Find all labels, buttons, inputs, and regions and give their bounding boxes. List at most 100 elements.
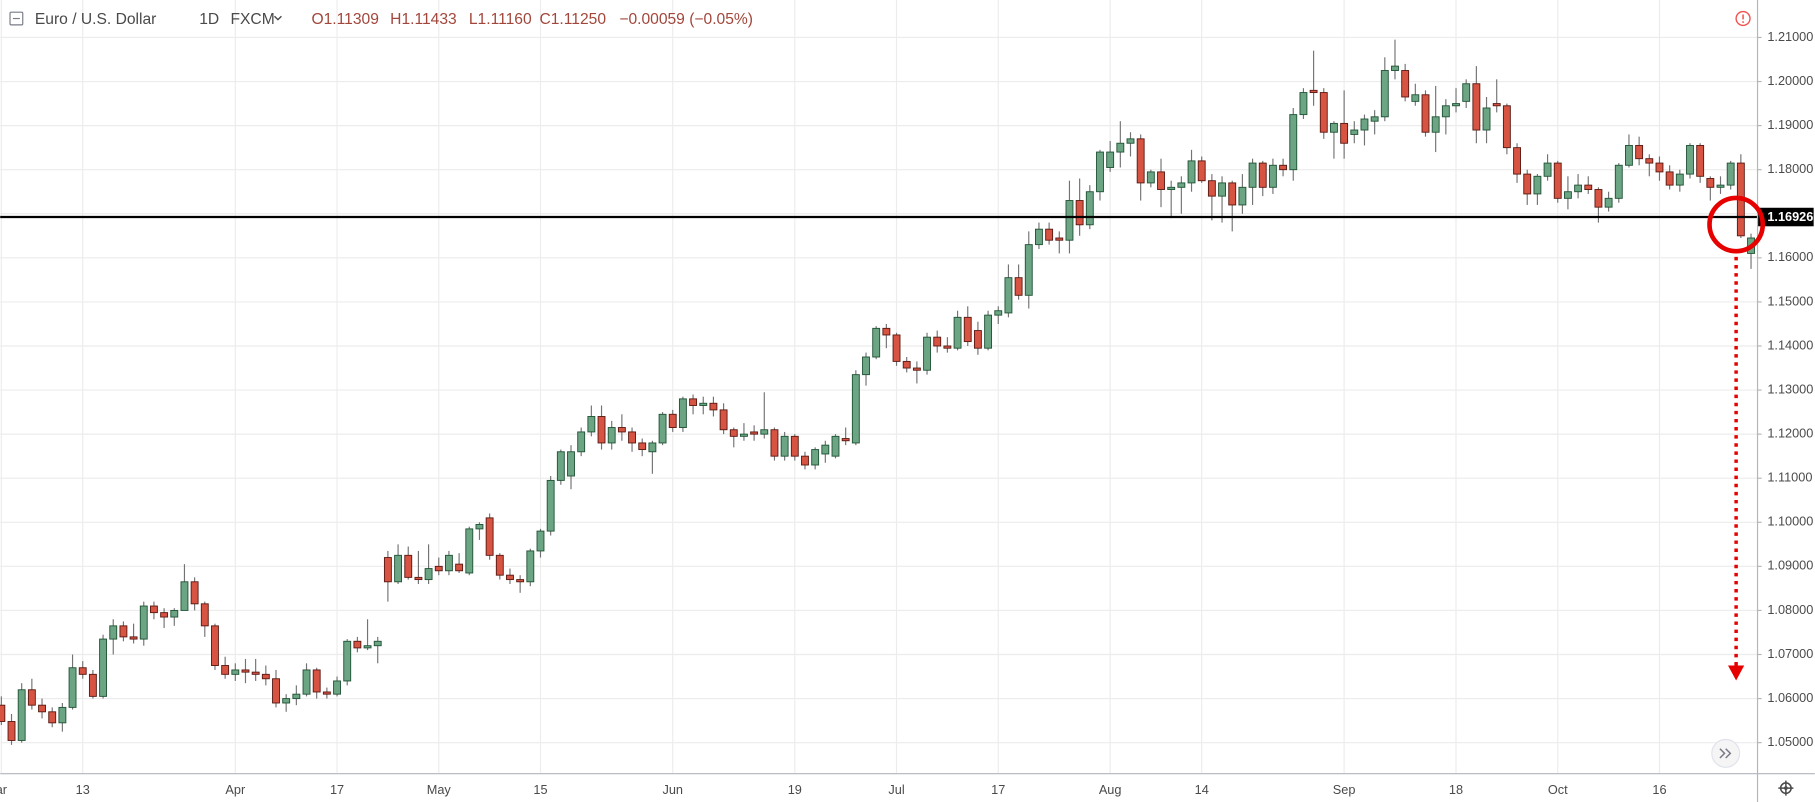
- alert-icon-dot: [1742, 21, 1744, 23]
- low-value: L1.11160: [469, 11, 532, 28]
- y-tick-label: 1.09000: [1767, 558, 1813, 573]
- candle-body: [1289, 114, 1298, 171]
- candle-body: [1167, 186, 1176, 190]
- candle-body: [394, 554, 403, 583]
- close-value: C1.11250: [539, 11, 606, 28]
- candle-body: [383, 557, 392, 583]
- y-tick-label: 1.08000: [1767, 602, 1813, 617]
- x-tick-label: 15: [533, 782, 547, 797]
- candle-body: [1726, 162, 1735, 186]
- scroll-to-end[interactable]: [1711, 738, 1741, 768]
- candle-body: [912, 367, 921, 371]
- source-dropdown[interactable]: [273, 15, 282, 21]
- candle-body: [58, 706, 67, 724]
- y-tick-label: 1.05000: [1767, 734, 1813, 749]
- candle-body: [180, 581, 189, 611]
- candle-body: [160, 612, 169, 618]
- candle-body: [963, 316, 972, 343]
- candle-body: [597, 416, 606, 444]
- candle-body: [17, 689, 26, 741]
- candle-body: [831, 435, 840, 457]
- candle-body: [628, 431, 636, 444]
- candle-body: [1391, 65, 1399, 71]
- candle-body: [424, 568, 433, 581]
- candle-body: [1411, 94, 1420, 102]
- candle-body: [1604, 197, 1613, 208]
- scroll-button[interactable]: [1711, 738, 1741, 768]
- candle-body: [363, 645, 372, 649]
- candle-body: [770, 429, 779, 457]
- candle-body: [780, 435, 789, 457]
- high-value: H1.11433: [390, 11, 457, 28]
- source: FXCM: [230, 11, 274, 28]
- symbol: Euro / U.S. Dollar: [35, 11, 156, 28]
- candle-body: [699, 402, 708, 406]
- x-tick-label: Jul: [888, 782, 904, 797]
- arrow-head: [1728, 665, 1745, 681]
- candle-body: [404, 554, 413, 578]
- candle-body: [312, 669, 321, 693]
- candle-body: [1065, 200, 1074, 241]
- x-tick-label: 17: [991, 782, 1005, 797]
- candle-body: [251, 671, 260, 675]
- x-tick-label: Jun: [662, 782, 683, 797]
- candle-body: [516, 579, 525, 583]
- candle-body: [1299, 92, 1308, 116]
- collapse-icon[interactable]: [9, 11, 24, 26]
- candle-body: [149, 605, 158, 614]
- candle-body: [48, 711, 57, 724]
- candle-body: [719, 409, 728, 431]
- y-tick-label: 1.11000: [1767, 470, 1812, 485]
- candle-body: [1523, 173, 1532, 195]
- candle-body: [923, 336, 931, 371]
- y-tick-label: 1.06000: [1767, 690, 1813, 705]
- candle-body: [506, 574, 514, 581]
- annotation: [1707, 195, 1766, 681]
- candle-body: [445, 554, 453, 572]
- candle-body: [1513, 147, 1521, 175]
- candle-body: [1035, 228, 1043, 246]
- scroll-chevron: [1719, 748, 1726, 759]
- candle-body: [1228, 182, 1237, 206]
- candle-body: [1655, 162, 1664, 173]
- candle-body: [638, 442, 647, 451]
- candle-body: [851, 374, 860, 444]
- x-tick-label: Oct: [1548, 782, 1568, 797]
- x-tick-label: Aug: [1099, 782, 1122, 797]
- candle-body: [495, 554, 504, 576]
- candle-body: [1004, 277, 1013, 314]
- candle-body: [88, 673, 97, 697]
- candle-body: [373, 640, 382, 647]
- y-tick-label: 1.21000: [1767, 29, 1813, 44]
- level-label-box: [1758, 207, 1814, 227]
- candle-body: [1553, 162, 1562, 199]
- candle-body: [536, 530, 545, 552]
- change-value: −0.00059 (−0.05%): [619, 11, 753, 28]
- y-tick-label: 1.15000: [1767, 293, 1813, 308]
- candle-body: [1258, 162, 1267, 188]
- x-tick-label: 16: [1652, 782, 1666, 797]
- candle-body: [1563, 191, 1572, 199]
- candle-body: [292, 693, 301, 700]
- candle-body: [1472, 83, 1481, 131]
- candle-body: [892, 334, 901, 362]
- candle-body: [99, 638, 108, 697]
- settings-button[interactable]: [1778, 780, 1794, 796]
- candle-body: [902, 360, 911, 369]
- candle-body: [231, 669, 240, 675]
- candle-body: [740, 433, 748, 437]
- candle-body: [1014, 277, 1023, 296]
- candle-body: [109, 625, 118, 640]
- header: Euro / U.S. Dollar 1D FXCM O1.11309 H1.1…: [9, 10, 1751, 28]
- candle-body: [0, 704, 6, 722]
- candle-body: [434, 565, 443, 572]
- candle-body: [1350, 129, 1359, 135]
- candle-body: [1248, 162, 1257, 188]
- candle-body: [1075, 200, 1084, 226]
- candle-body: [119, 625, 128, 638]
- candle-body: [1441, 105, 1450, 118]
- candle-body: [1482, 107, 1491, 131]
- alert-icon[interactable]: [1735, 10, 1751, 27]
- candle-body: [1380, 70, 1389, 118]
- candle-body: [1126, 138, 1135, 144]
